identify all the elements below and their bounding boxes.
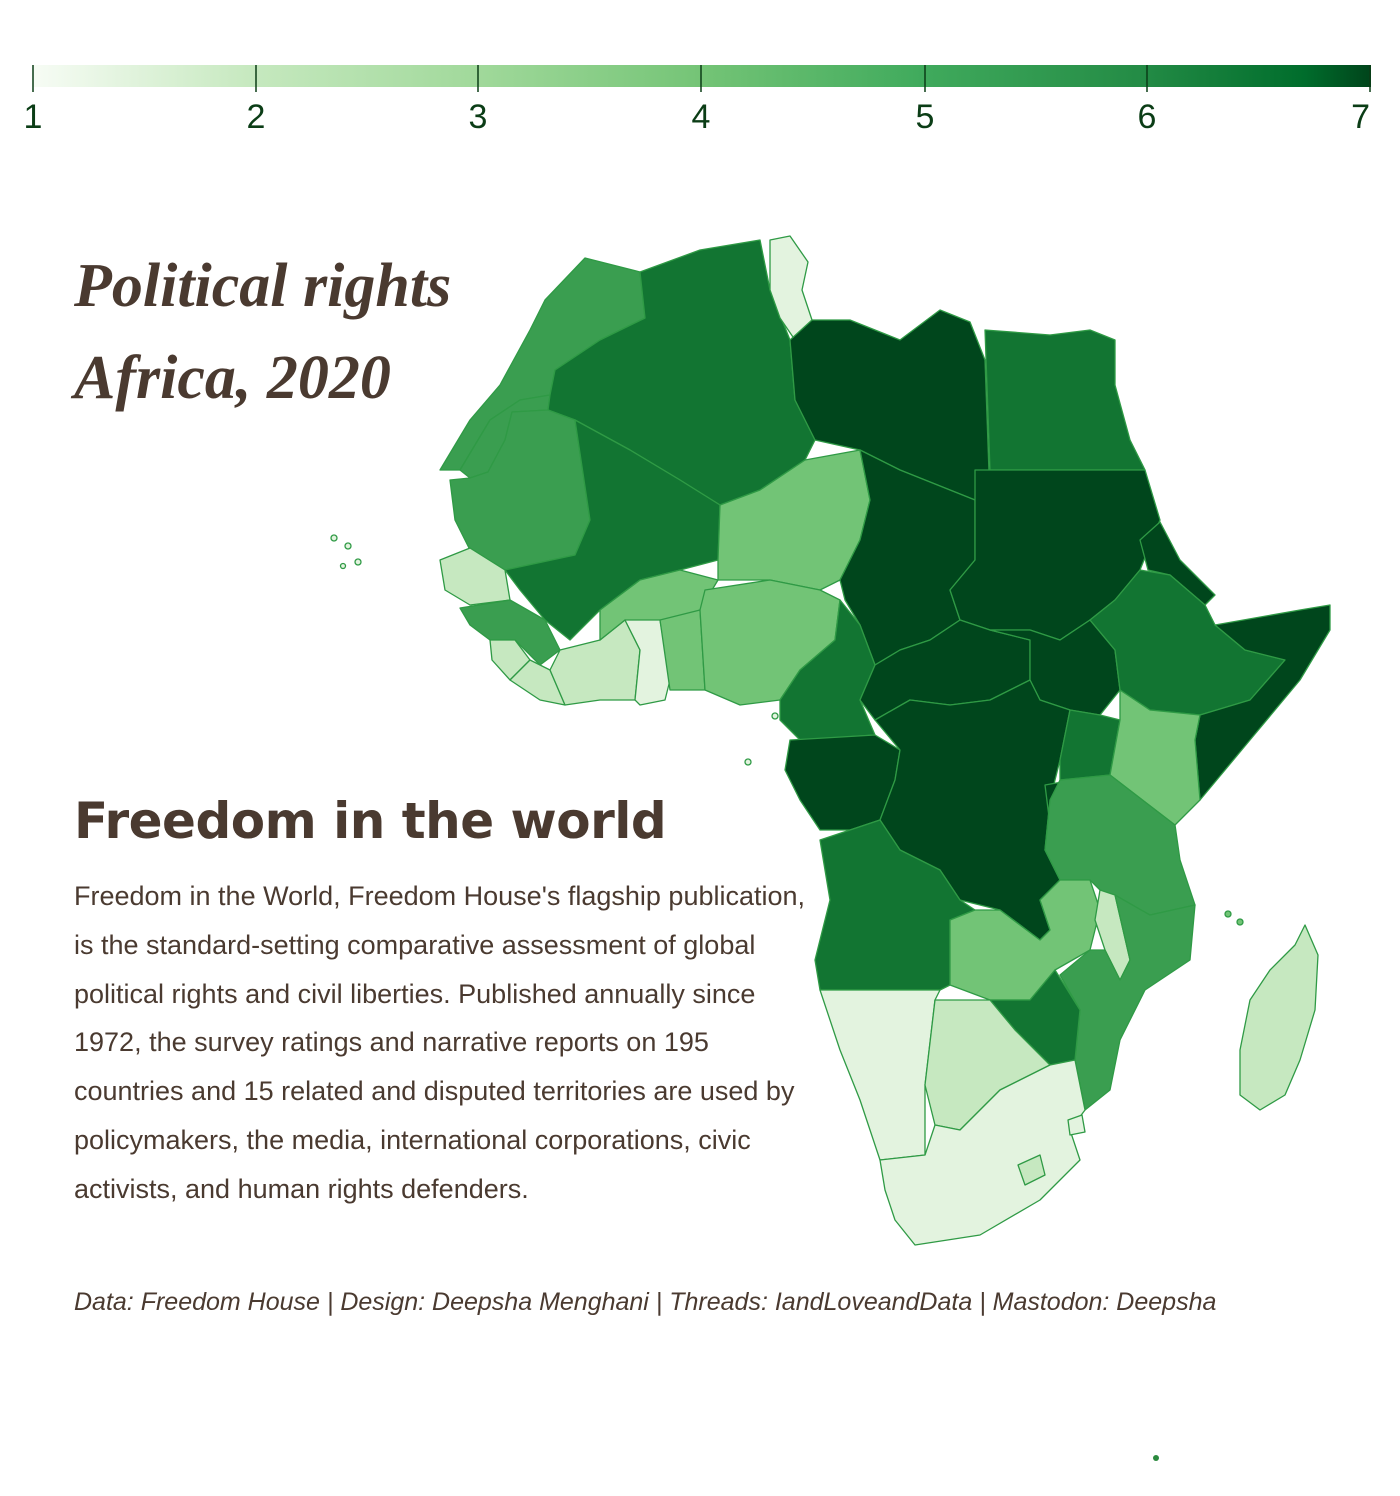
- island-cabo-verde: [354, 558, 362, 566]
- legend-tick-label: 6: [1138, 98, 1157, 136]
- island-comoros: [1236, 918, 1244, 926]
- legend-colorbar: 1 2 3 4 5 6 7: [24, 65, 1371, 136]
- legend-bar: [33, 65, 1371, 87]
- country-lesotho: [1017, 1154, 1046, 1186]
- island-sao-tome: [771, 712, 779, 720]
- country-eswatini: [1067, 1114, 1086, 1136]
- country-namibia: [819, 989, 941, 1161]
- credits-line: Data: Freedom House | Design: Deepsha Me…: [74, 1288, 1217, 1316]
- country-libya: [789, 309, 991, 501]
- country-eritrea: [1139, 521, 1216, 606]
- title-line-2: Africa, 2020: [74, 344, 391, 412]
- legend-tick-label: 5: [916, 98, 935, 136]
- legend-tick-label: 1: [24, 98, 43, 136]
- country-madagascar: [1239, 924, 1319, 1111]
- legend-tick-label: 3: [469, 98, 488, 136]
- country-egypt: [984, 329, 1146, 471]
- island-cabo-verde: [330, 534, 338, 542]
- island-cabo-verde: [339, 562, 347, 570]
- island-cabo-verde: [344, 542, 352, 550]
- title-line-1: Political rights: [74, 252, 452, 320]
- island-sao-tome: [744, 758, 752, 766]
- page-title: Political rights Africa, 2020: [74, 240, 451, 424]
- legend-tick-label: 2: [247, 98, 266, 136]
- section-heading: Freedom in the world: [74, 792, 667, 850]
- description-paragraph: Freedom in the World, Freedom House's fl…: [74, 881, 806, 1204]
- legend-tick-label: 7: [1351, 98, 1370, 136]
- island-comoros: [1224, 910, 1232, 918]
- legend-ticks: [32, 65, 1371, 92]
- legend-tick-label: 4: [692, 98, 711, 136]
- map-countries: [330, 235, 1331, 1246]
- map-dot-island: [1153, 1455, 1159, 1461]
- country-kenya: [1109, 689, 1201, 826]
- country-south-sudan: [989, 619, 1121, 716]
